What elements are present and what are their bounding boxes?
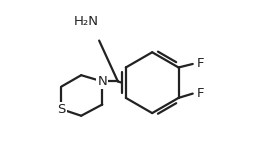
Text: F: F xyxy=(197,57,204,71)
Text: H₂N: H₂N xyxy=(74,15,99,28)
Text: N: N xyxy=(97,75,107,88)
Text: S: S xyxy=(57,103,66,116)
Text: F: F xyxy=(197,87,204,100)
